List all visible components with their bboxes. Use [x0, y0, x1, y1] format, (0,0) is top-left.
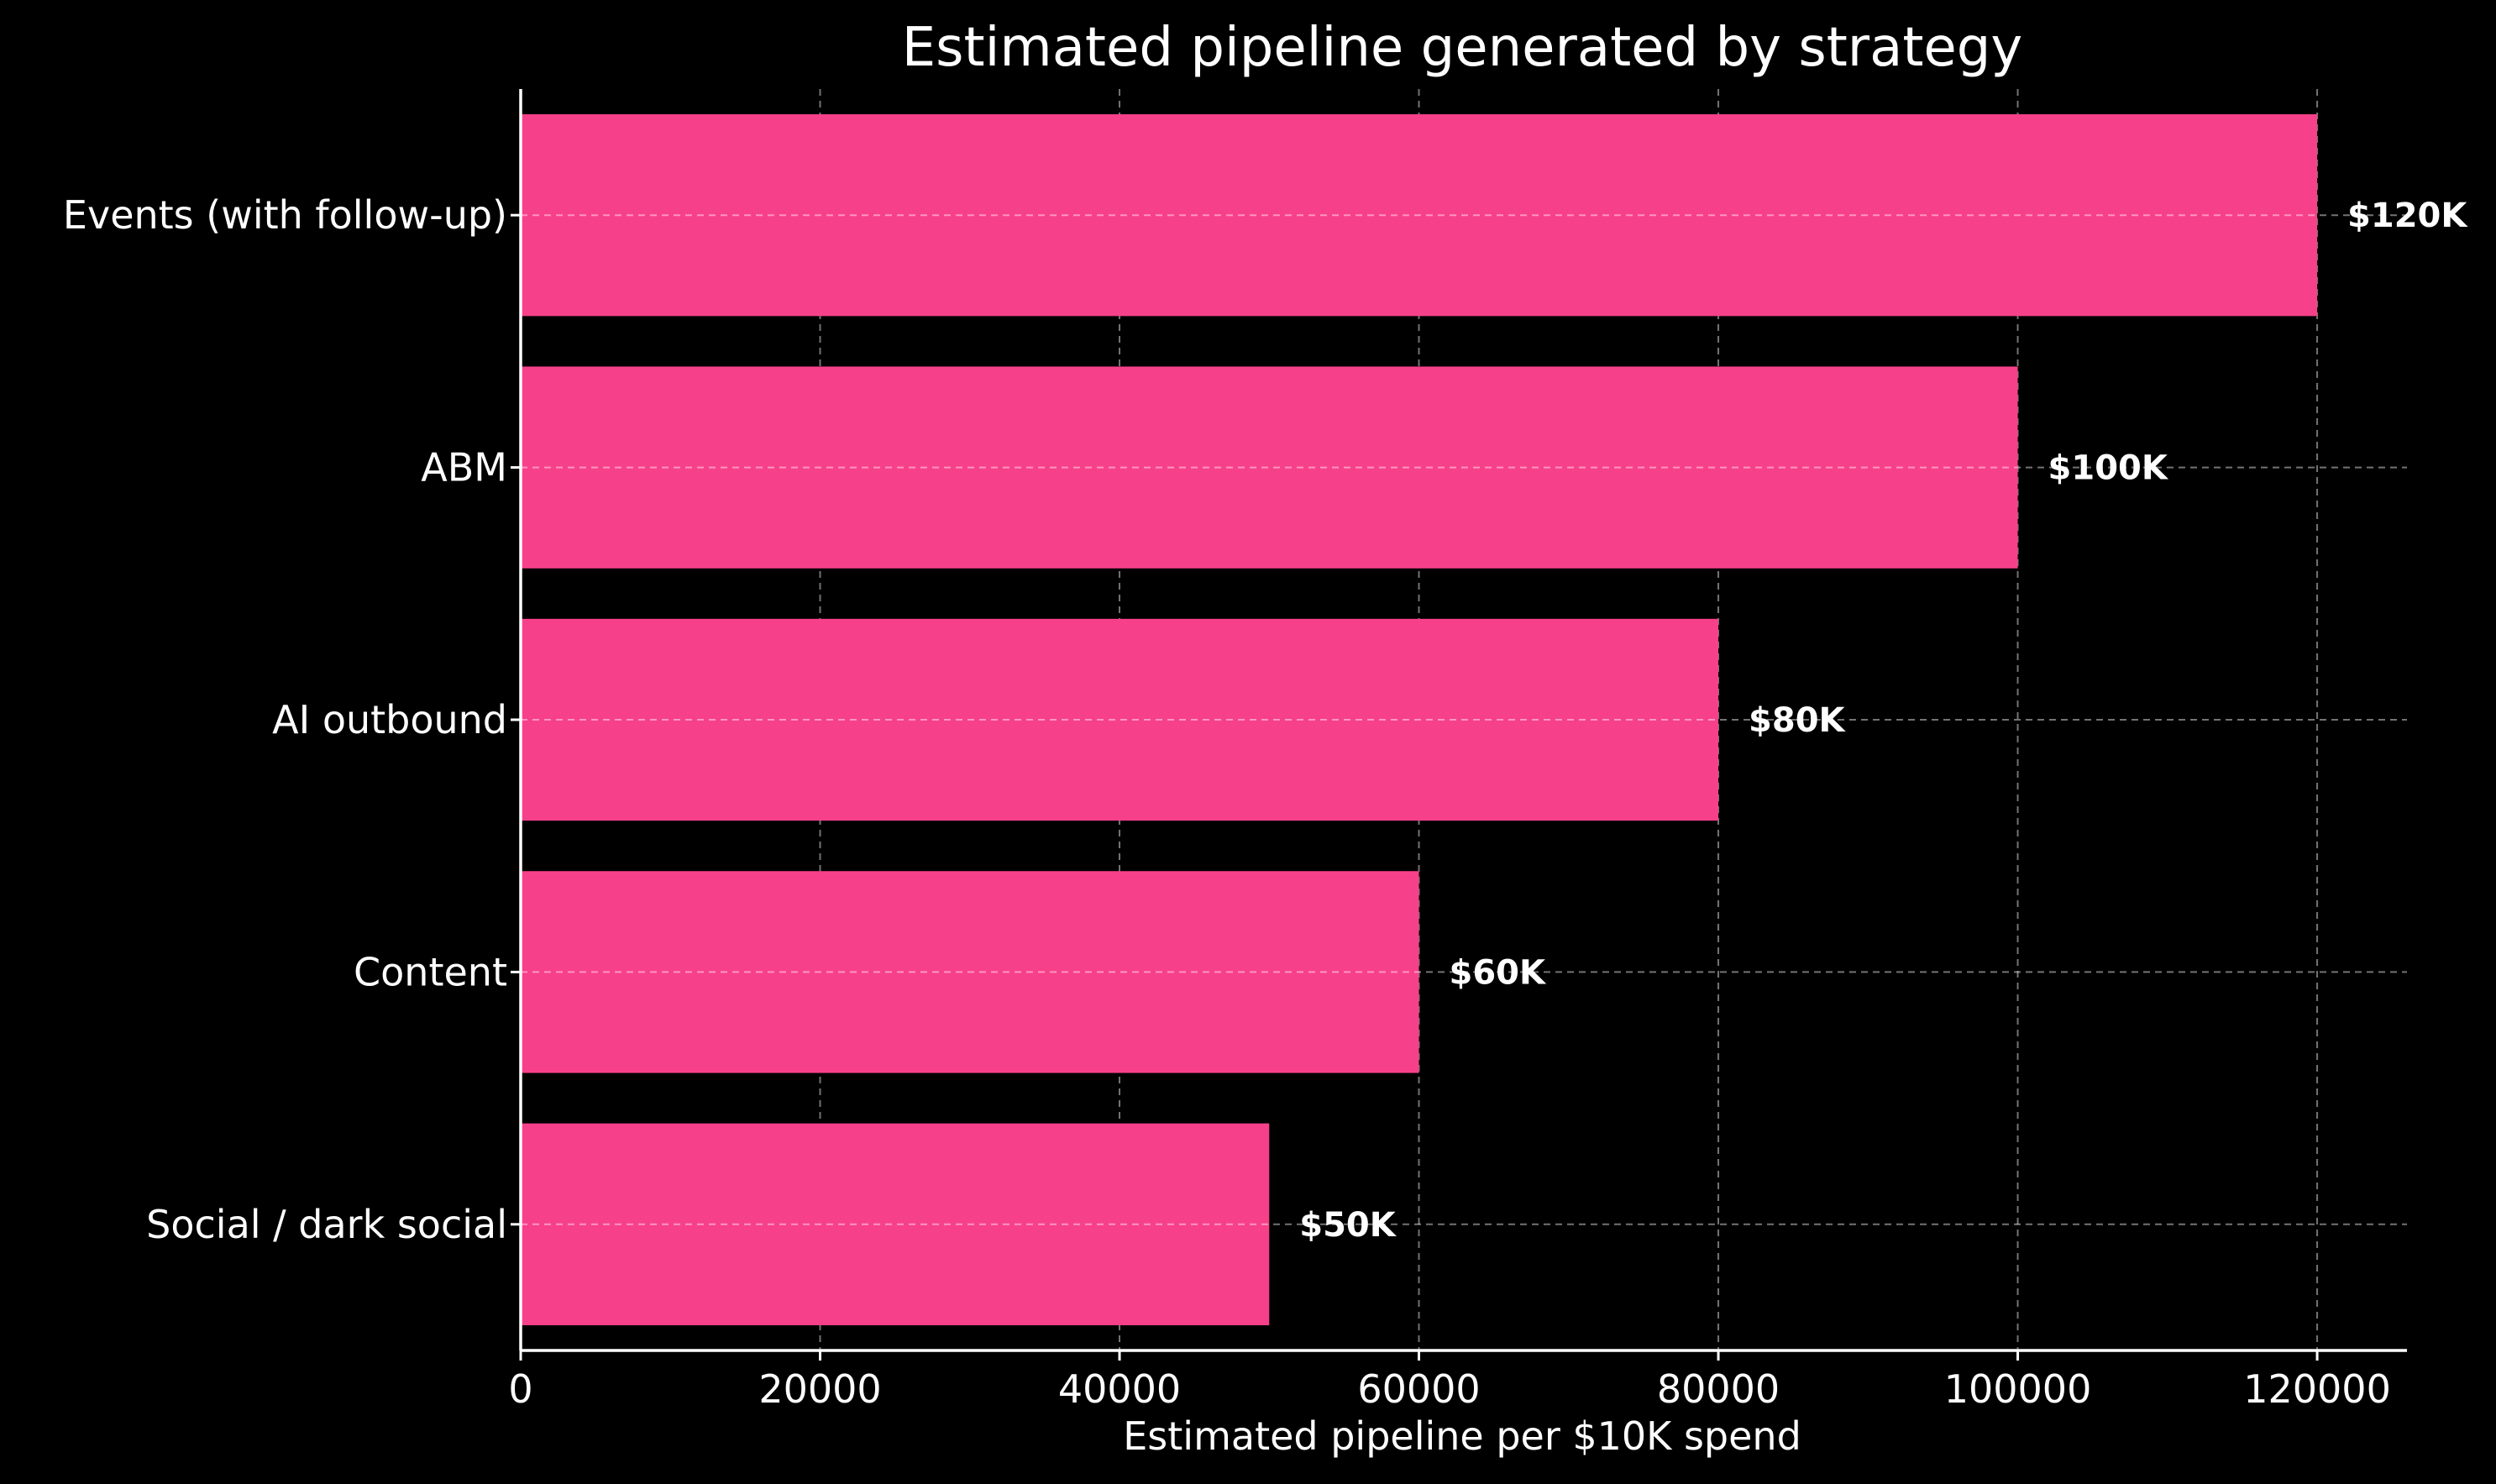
bars: [521, 114, 2318, 1325]
x-tick-label: 100000: [1944, 1366, 2092, 1412]
y-tick-label: AI outbound: [272, 697, 507, 742]
x-tick-label: 120000: [2243, 1366, 2391, 1412]
x-tick-label: 40000: [1058, 1366, 1181, 1412]
y-tick-label: ABM: [421, 445, 507, 490]
bar: [521, 366, 2018, 569]
tick-labels: 0 20000 40000 60000 80000 100000 120000 Events …: [63, 192, 2391, 1412]
y-tick-label: Events (with follow-up): [63, 192, 507, 238]
bar: [521, 618, 1719, 821]
bar-value-labels: $120K $100K $80K $60K $50K: [1299, 197, 2468, 1245]
chart-title: Estimated pipeline generated by strategy: [902, 17, 2023, 79]
y-tick-label: Social / dark social: [146, 1202, 507, 1247]
bar: [521, 871, 1419, 1073]
bar-value-label: $80K: [1749, 701, 1846, 740]
x-tick-label: 80000: [1657, 1366, 1780, 1412]
x-tick-label: 0: [508, 1366, 532, 1412]
bar-value-label: $100K: [2048, 449, 2169, 488]
bar: [521, 114, 2318, 317]
bar: [521, 1123, 1270, 1325]
bar-value-label: $50K: [1299, 1206, 1397, 1245]
x-tick-label: 60000: [1357, 1366, 1480, 1412]
bar-value-label: $60K: [1450, 953, 1547, 992]
x-axis-label: Estimated pipeline per $10K spend: [1123, 1413, 1801, 1459]
x-tick-label: 20000: [758, 1366, 881, 1412]
y-tick-label: Content: [354, 949, 507, 994]
bar-value-label: $120K: [2347, 197, 2468, 235]
category-grid-lines: [521, 214, 2407, 1225]
